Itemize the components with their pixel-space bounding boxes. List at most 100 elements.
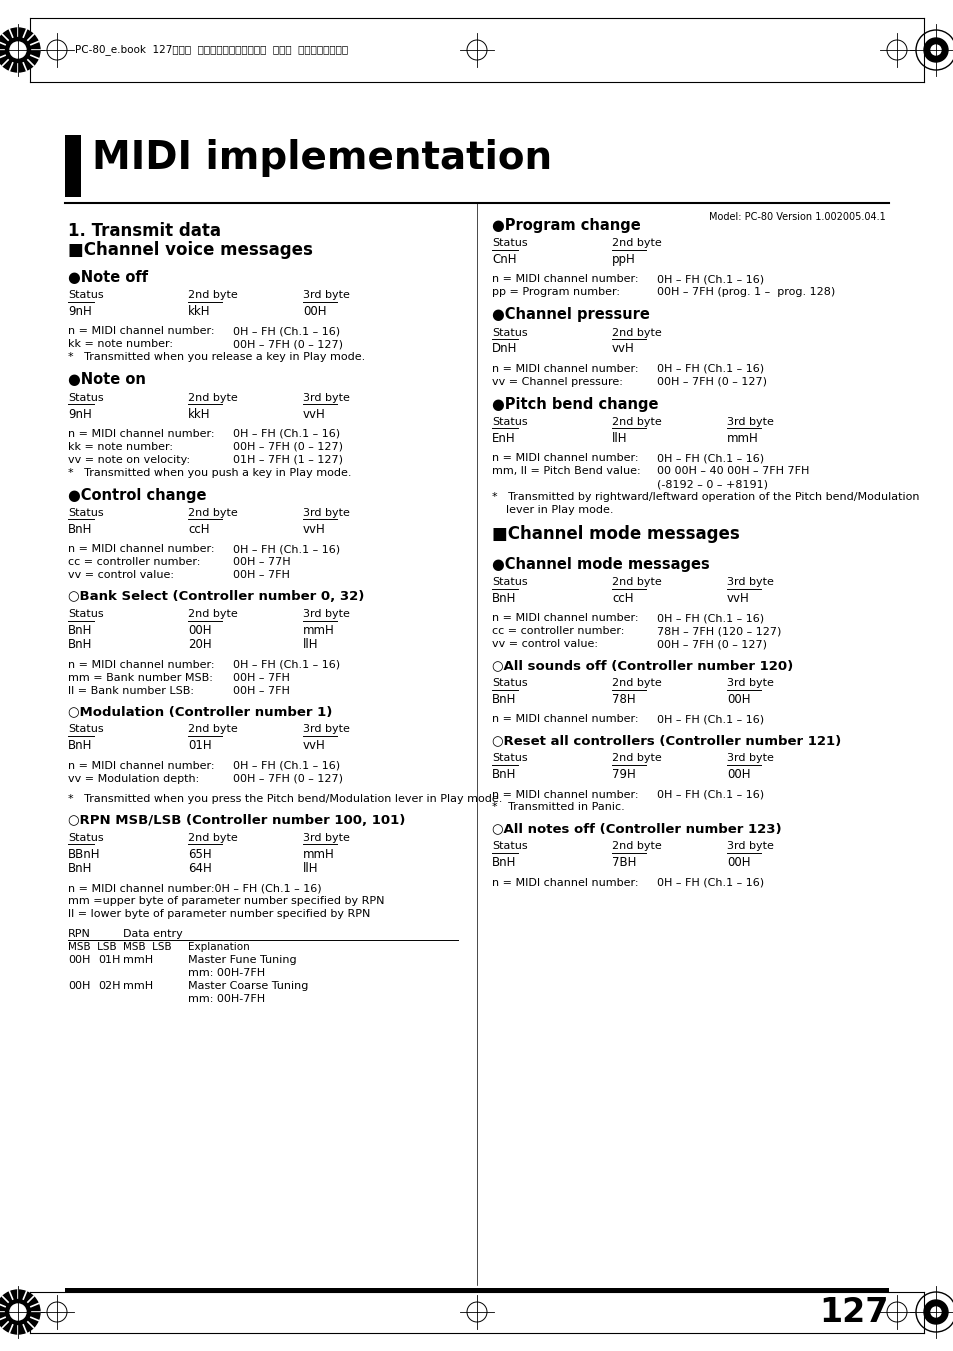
Text: 7BH: 7BH <box>612 857 636 869</box>
Circle shape <box>915 1292 953 1332</box>
Text: 1. Transmit data: 1. Transmit data <box>68 222 221 240</box>
Text: Status: Status <box>492 417 527 427</box>
Text: ○Reset all controllers (Controller number 121): ○Reset all controllers (Controller numbe… <box>492 735 841 747</box>
Text: BnH: BnH <box>68 638 92 651</box>
Text: 0H – FH (Ch.1 – 16): 0H – FH (Ch.1 – 16) <box>233 327 340 336</box>
Text: ll = lower byte of parameter number specified by RPN: ll = lower byte of parameter number spec… <box>68 909 370 919</box>
Text: ppH: ppH <box>612 253 635 266</box>
Text: 3rd byte: 3rd byte <box>726 577 773 588</box>
Text: 00H – 7FH (prog. 1 –  prog. 128): 00H – 7FH (prog. 1 – prog. 128) <box>657 288 835 297</box>
Text: Status: Status <box>492 842 527 851</box>
Text: cc = controller number:: cc = controller number: <box>68 557 200 567</box>
Text: 01H: 01H <box>188 739 212 753</box>
Text: vvH: vvH <box>303 739 325 753</box>
Text: vv = control value:: vv = control value: <box>492 639 598 650</box>
Text: vv = note on velocity:: vv = note on velocity: <box>68 455 190 465</box>
Text: kk = note number:: kk = note number: <box>68 442 172 451</box>
Text: 2nd byte: 2nd byte <box>612 238 661 249</box>
Text: mm = Bank number MSB:: mm = Bank number MSB: <box>68 673 213 682</box>
Text: 3rd byte: 3rd byte <box>726 842 773 851</box>
Text: ●Channel pressure: ●Channel pressure <box>492 308 649 323</box>
Text: llH: llH <box>303 638 318 651</box>
Text: 00H: 00H <box>68 981 91 992</box>
Text: vv = Channel pressure:: vv = Channel pressure: <box>492 377 622 386</box>
Text: ○Modulation (Controller number 1): ○Modulation (Controller number 1) <box>68 705 332 719</box>
Text: 00H: 00H <box>68 955 91 965</box>
Text: 0H – FH (Ch.1 – 16): 0H – FH (Ch.1 – 16) <box>657 715 763 724</box>
Text: mm: 00H-7FH: mm: 00H-7FH <box>188 994 265 1004</box>
Text: ccH: ccH <box>612 592 633 605</box>
Text: ○All notes off (Controller number 123): ○All notes off (Controller number 123) <box>492 823 781 835</box>
Text: Status: Status <box>68 290 104 300</box>
Text: 2nd byte: 2nd byte <box>612 417 661 427</box>
Text: 9nH: 9nH <box>68 408 91 420</box>
Text: 65H: 65H <box>188 847 212 861</box>
Text: 2nd byte: 2nd byte <box>612 577 661 588</box>
Text: 0H – FH (Ch.1 – 16): 0H – FH (Ch.1 – 16) <box>233 761 340 770</box>
Text: ll = Bank number LSB:: ll = Bank number LSB: <box>68 685 193 696</box>
Text: ●Note on: ●Note on <box>68 373 146 388</box>
Text: Data entry: Data entry <box>123 929 183 939</box>
Text: 20H: 20H <box>188 638 212 651</box>
Text: BnH: BnH <box>492 857 516 869</box>
Text: 0H – FH (Ch.1 – 16): 0H – FH (Ch.1 – 16) <box>657 274 763 285</box>
Text: BnH: BnH <box>68 523 92 536</box>
Text: *   Transmitted by rightward/leftward operation of the Pitch bend/Modulation: * Transmitted by rightward/leftward oper… <box>492 492 919 503</box>
Text: n = MIDI channel number:: n = MIDI channel number: <box>492 274 638 285</box>
Text: 78H – 7FH (120 – 127): 78H – 7FH (120 – 127) <box>657 627 781 636</box>
Text: 2nd byte: 2nd byte <box>188 393 237 403</box>
Text: ○Bank Select (Controller number 0, 32): ○Bank Select (Controller number 0, 32) <box>68 590 364 603</box>
Text: *   Transmitted when you press the Pitch bend/Modulation lever in Play mode.: * Transmitted when you press the Pitch b… <box>68 793 502 804</box>
Text: 0H – FH (Ch.1 – 16): 0H – FH (Ch.1 – 16) <box>657 363 763 374</box>
Text: 00H – 7FH (0 – 127): 00H – 7FH (0 – 127) <box>657 639 766 650</box>
Text: CnH: CnH <box>492 253 516 266</box>
Text: BnH: BnH <box>68 624 92 638</box>
Text: mm =upper byte of parameter number specified by RPN: mm =upper byte of parameter number speci… <box>68 896 384 907</box>
Text: 3rd byte: 3rd byte <box>303 724 350 735</box>
Text: BnH: BnH <box>68 739 92 753</box>
Text: Status: Status <box>492 678 527 688</box>
Text: Master Coarse Tuning: Master Coarse Tuning <box>188 981 308 992</box>
Text: 2nd byte: 2nd byte <box>188 508 237 517</box>
Text: *   Transmitted when you release a key in Play mode.: * Transmitted when you release a key in … <box>68 353 365 362</box>
Text: *   Transmitted when you push a key in Play mode.: * Transmitted when you push a key in Pla… <box>68 467 351 478</box>
Text: mmH: mmH <box>123 955 153 965</box>
Text: 0H – FH (Ch.1 – 16): 0H – FH (Ch.1 – 16) <box>657 613 763 623</box>
Text: 00H – 7FH (0 – 127): 00H – 7FH (0 – 127) <box>233 774 343 784</box>
Text: n = MIDI channel number:: n = MIDI channel number: <box>492 715 638 724</box>
Text: n = MIDI channel number:: n = MIDI channel number: <box>492 453 638 463</box>
Circle shape <box>915 30 953 70</box>
Text: 00 00H – 40 00H – 7FH 7FH: 00 00H – 40 00H – 7FH 7FH <box>657 466 808 476</box>
Text: DnH: DnH <box>492 343 517 355</box>
Text: 0H – FH (Ch.1 – 16): 0H – FH (Ch.1 – 16) <box>233 544 340 554</box>
Text: n = MIDI channel number:: n = MIDI channel number: <box>492 789 638 800</box>
Text: MSB  LSB: MSB LSB <box>68 942 116 952</box>
Text: 00H – 7FH (0 – 127): 00H – 7FH (0 – 127) <box>657 377 766 386</box>
Text: BnH: BnH <box>492 592 516 605</box>
Text: 127: 127 <box>819 1296 888 1328</box>
Text: Status: Status <box>68 508 104 517</box>
Text: ■Channel mode messages: ■Channel mode messages <box>492 526 739 543</box>
Text: 00H – 7FH: 00H – 7FH <box>233 570 290 580</box>
Text: ccH: ccH <box>188 523 210 536</box>
Text: vv = control value:: vv = control value: <box>68 570 173 580</box>
Circle shape <box>10 1304 26 1320</box>
Text: mmH: mmH <box>726 432 758 444</box>
Text: (-8192 – 0 – +8191): (-8192 – 0 – +8191) <box>657 480 767 489</box>
Text: EnH: EnH <box>492 432 515 444</box>
Text: RPN: RPN <box>68 929 91 939</box>
Text: kkH: kkH <box>188 408 211 420</box>
Text: ●Program change: ●Program change <box>492 218 640 232</box>
Text: vvH: vvH <box>303 523 325 536</box>
Text: MSB  LSB: MSB LSB <box>123 942 172 952</box>
Text: 0H – FH (Ch.1 – 16): 0H – FH (Ch.1 – 16) <box>657 789 763 800</box>
Text: pp = Program number:: pp = Program number: <box>492 288 619 297</box>
Text: 3rd byte: 3rd byte <box>303 609 350 619</box>
Text: mmH: mmH <box>123 981 153 992</box>
Text: PC-80_e.book  127ページ  ２００５年１１月１０日  木曜日  午前１１時３４分: PC-80_e.book 127ページ ２００５年１１月１０日 木曜日 午前１１… <box>75 45 348 55</box>
Text: 9nH: 9nH <box>68 305 91 317</box>
Text: Status: Status <box>492 238 527 249</box>
Text: 2nd byte: 2nd byte <box>612 678 661 688</box>
Text: ●Channel mode messages: ●Channel mode messages <box>492 557 709 571</box>
Text: llH: llH <box>612 432 627 444</box>
